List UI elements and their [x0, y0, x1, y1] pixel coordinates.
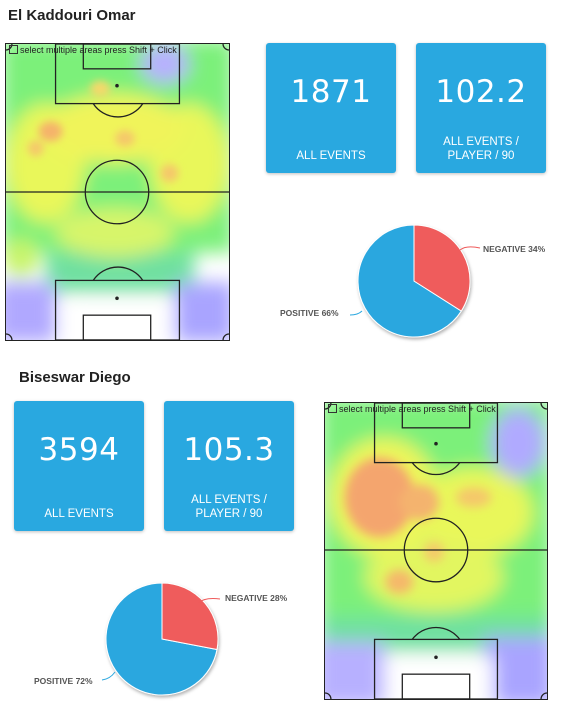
positive-label: POSITIVE 72% — [34, 676, 93, 686]
events-per90-label-line1: ALL EVENTS / — [443, 136, 519, 148]
negative-connector — [459, 246, 481, 251]
pitch-hint[interactable]: select multiple areas press Shift + Clic… — [328, 404, 496, 414]
select-checkbox-icon[interactable] — [9, 45, 18, 54]
positive-label: POSITIVE 66% — [280, 308, 339, 318]
events-per90-label-line2: PLAYER / 90 — [195, 508, 263, 520]
total-events-value: 3594 — [38, 432, 120, 468]
select-checkbox-icon[interactable] — [328, 404, 337, 413]
pie-svg — [101, 582, 221, 696]
events-per90-card: 102.2 ALL EVENTS / PLAYER / 90 — [416, 43, 546, 173]
pie-svg — [349, 224, 481, 338]
events-per90-value: 105.3 — [183, 432, 275, 468]
events-per90-label-line2: PLAYER / 90 — [447, 150, 515, 162]
pitch-hint-text: select multiple areas press Shift + Clic… — [339, 404, 496, 414]
positive-connector — [101, 671, 116, 681]
events-per90-card: 105.3 ALL EVENTS / PLAYER / 90 — [164, 401, 294, 531]
pie-slice-positive — [357, 224, 462, 338]
pitch-heatmap-svg — [6, 44, 229, 340]
pitch-hint[interactable]: select multiple areas press Shift + Clic… — [9, 45, 177, 55]
events-per90-label-line1: ALL EVENTS / — [191, 494, 267, 506]
total-events-label: ALL EVENTS — [44, 508, 114, 520]
heatmap-pitch[interactable]: select multiple areas press Shift + Clic… — [5, 43, 230, 341]
total-events-value: 1871 — [290, 74, 372, 110]
negative-connector — [197, 598, 221, 604]
negative-label: NEGATIVE 28% — [225, 593, 288, 603]
positive-connector — [349, 310, 363, 316]
pitch-heatmap-svg — [325, 403, 547, 699]
pitch-hint-text: select multiple areas press Shift + Clic… — [20, 45, 177, 55]
player-name: Biseswar Diego — [19, 369, 131, 386]
pie-slice-negative — [413, 224, 471, 312]
events-per90-label: ALL EVENTS / PLAYER / 90 — [416, 135, 546, 163]
negative-label: NEGATIVE 34% — [483, 244, 546, 254]
pie-slice-negative — [161, 582, 219, 651]
total-events-card: 1871 ALL EVENTS — [266, 43, 396, 173]
events-per90-label: ALL EVENTS / PLAYER / 90 — [164, 493, 294, 521]
player-name: El Kaddouri Omar — [8, 7, 136, 24]
total-events-label: ALL EVENTS — [296, 150, 366, 162]
events-pie-chart[interactable]: NEGATIVE 28% POSITIVE 72% — [20, 575, 320, 705]
events-per90-value: 102.2 — [435, 74, 527, 110]
heatmap-pitch[interactable]: select multiple areas press Shift + Clic… — [324, 402, 548, 700]
events-pie-chart[interactable]: NEGATIVE 34% POSITIVE 66% — [270, 215, 570, 345]
total-events-card: 3594 ALL EVENTS — [14, 401, 144, 531]
